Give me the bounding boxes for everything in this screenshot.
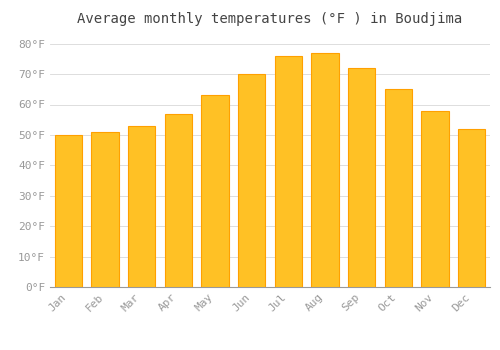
Bar (164, 114, 192, 287)
Bar (238, 74, 266, 287)
Bar (54, 135, 82, 287)
Bar (348, 68, 376, 287)
Bar (201, 95, 229, 287)
Bar (274, 56, 302, 287)
Bar (128, 126, 156, 287)
Bar (91, 132, 119, 287)
Title: Average monthly temperatures (°F ) in Boudjima: Average monthly temperatures (°F ) in Bo… (78, 12, 462, 26)
Bar (384, 89, 412, 287)
Bar (458, 129, 485, 287)
Bar (421, 111, 448, 287)
Bar (311, 53, 339, 287)
